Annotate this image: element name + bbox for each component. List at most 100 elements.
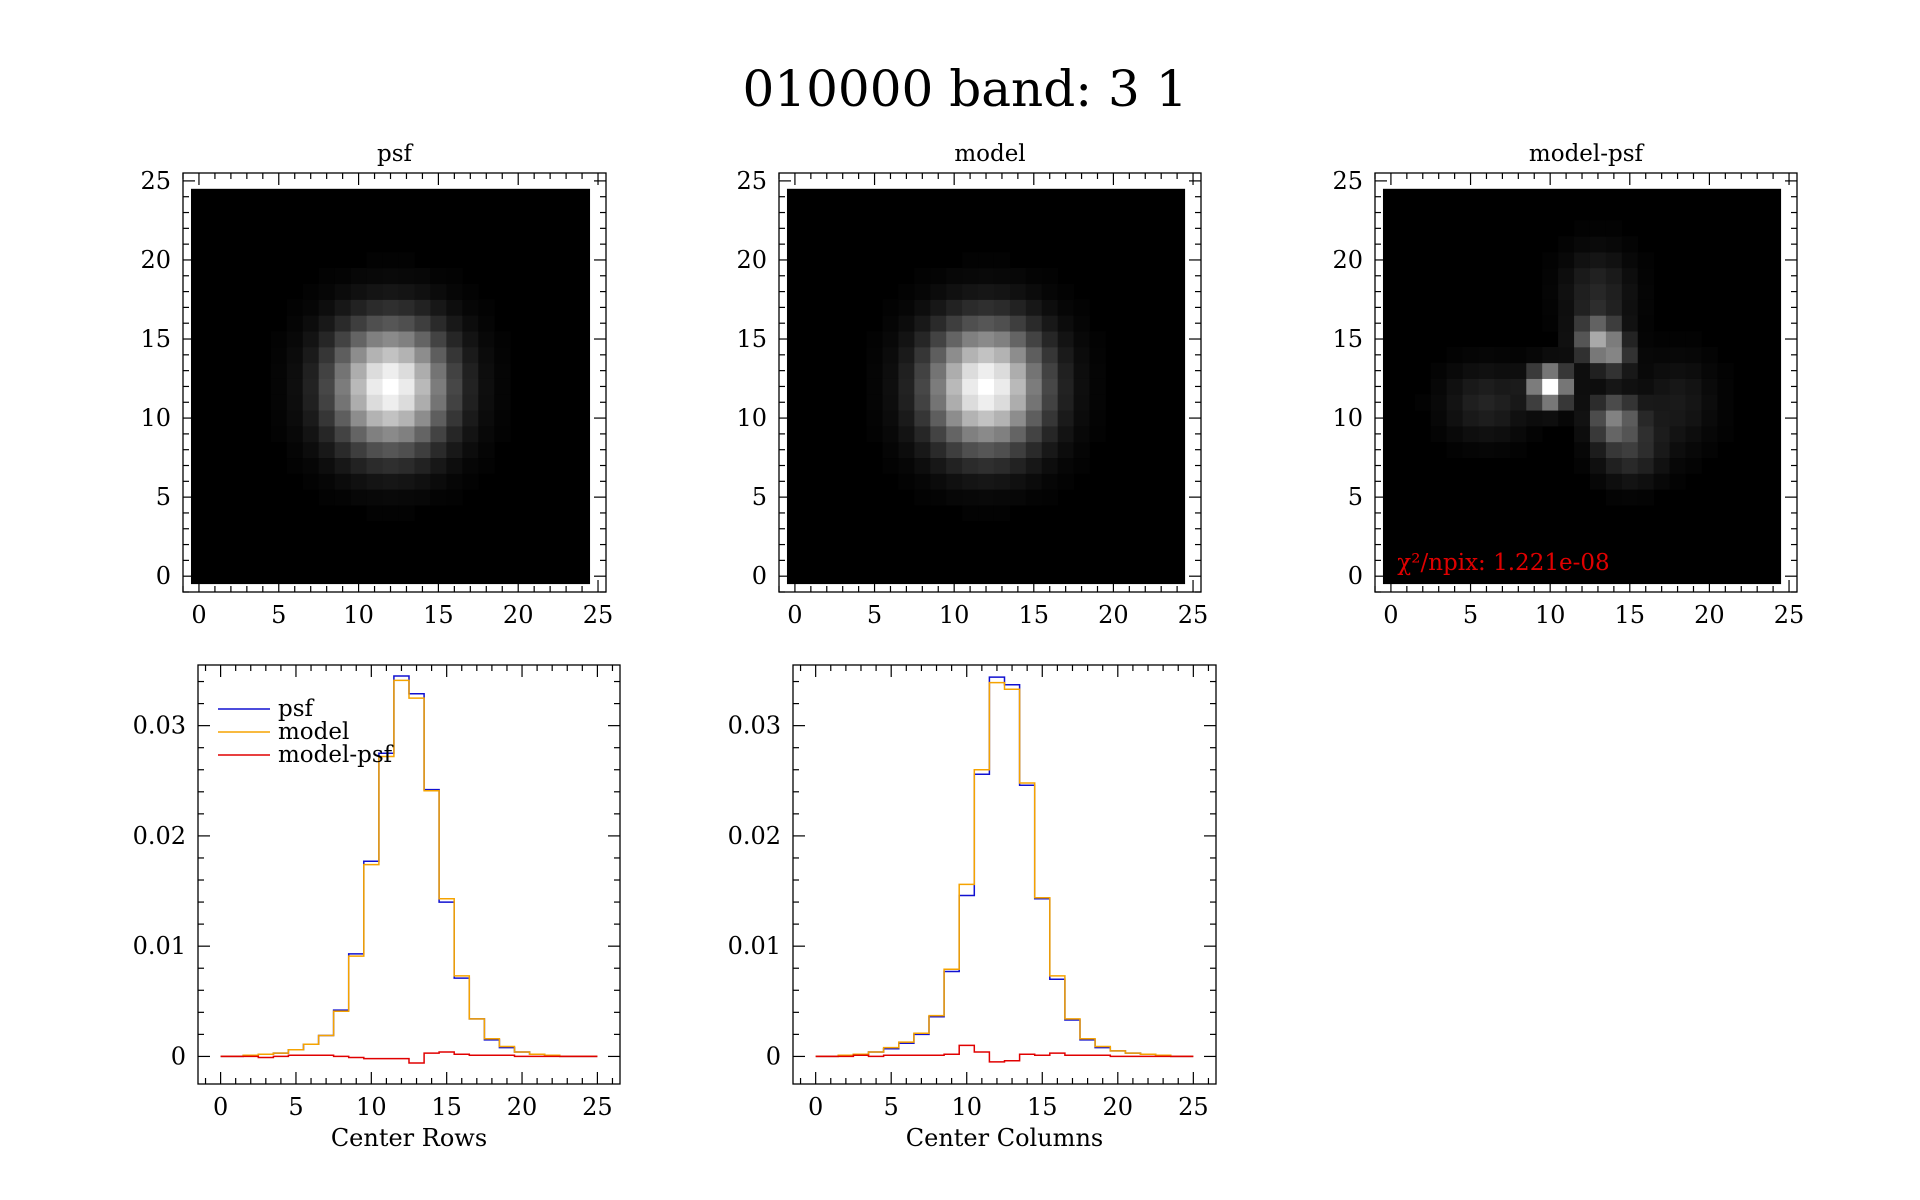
heatmap-cell [1558,315,1575,332]
heatmap-cell [914,378,931,395]
heatmap-cell [414,489,431,506]
y-tick-label: 0 [752,562,767,590]
heatmap-cell [1621,236,1639,253]
heatmap-cell [1558,362,1575,379]
x-tick-label: 25 [582,1093,613,1121]
heatmap-cell [1558,252,1575,269]
heatmap-cell [930,315,947,332]
heatmap-cell [1637,346,1655,364]
heatmap-cell [1494,394,1511,411]
x-tick-label: 15 [1019,601,1050,629]
heatmap-cell [1025,331,1043,348]
heatmap-cell [1574,220,1591,237]
heatmap-cell [318,410,336,427]
heatmap-cell [1542,346,1559,364]
heatmap-cell [1589,362,1607,379]
heatmap-cell [1526,425,1543,443]
heatmap-cell [382,394,399,411]
heatmap-cell [414,457,431,474]
heatmap-cell [1494,378,1511,395]
heatmap-cell [1041,267,1059,285]
heatmap-cell [1669,362,1686,379]
heatmap-cell [1605,362,1623,379]
heatmap-cell [1558,283,1575,300]
heatmap-cell [930,267,947,285]
heatmap-cell [366,315,383,332]
heatmap-cell [1621,489,1639,506]
heatmap-cell [430,283,447,300]
heatmap-cell [446,283,463,300]
y-tick-label: 0.02 [728,822,781,850]
heatmap-cell [350,410,367,427]
heatmap-cell [1462,410,1479,427]
y-tick-label: 5 [752,483,767,511]
heatmap-cell [1510,441,1527,459]
heatmap-cell [334,299,352,316]
heatmap-cell [414,410,431,427]
heatmap-cell [446,489,463,506]
heatmap-cell [962,346,979,364]
heatmap-cell [882,331,899,348]
heatmap-cell [302,331,320,348]
heatmap-cell [930,473,947,490]
heatmap-cell [382,489,399,506]
heatmap-cell [1717,378,1734,395]
heatmap-cell [914,441,931,459]
heatmap-cell [1526,378,1543,395]
x-tick-label: 10 [939,601,970,629]
profile-panel-2: 0 5 10 15 20 25 0 0.01 0.02 0.03 Center Columns [728,664,1217,1152]
heatmap-cell [398,457,415,474]
heatmap-cell [1462,394,1479,411]
heatmap-cell [318,362,336,379]
heatmap-cell [1589,315,1607,332]
heatmap-cell [302,378,320,395]
heatmap-cell [1009,489,1027,506]
heatmap-cell [382,283,399,300]
heatmap-cell [1637,252,1655,269]
ticks: 0 5 10 15 20 25 0 5 10 15 20 25 [140,167,613,629]
heatmap-cell [1669,346,1686,364]
x-tick-label: 5 [1463,601,1478,629]
heatmap-cell [366,362,383,379]
heatmap-cell [302,473,320,490]
axes-frame [792,664,1217,1085]
heatmap-cell [1653,457,1671,474]
heatmap-cell [382,331,399,348]
heatmap-cell [398,331,415,348]
heatmap-cell [930,378,947,395]
heatmap-cell [882,362,899,379]
heatmap-cell [286,315,304,332]
x-tick-label: 20 [1103,1093,1134,1121]
heatmap-cell [398,473,415,490]
heatmap-cell [462,410,479,427]
x-tick-label: 10 [356,1093,387,1121]
heatmap-cell [1701,346,1718,364]
x-axis-label: Center Columns [906,1124,1103,1152]
x-tick-label: 15 [431,1093,462,1121]
heatmap-cell [1685,346,1702,364]
heatmap-cell [866,425,883,443]
heatmap-cell [430,441,447,459]
heatmap-cell [1621,394,1639,411]
y-tick-label: 0 [1348,562,1363,590]
heatmap-cell [302,283,320,300]
heatmap-cell [946,267,963,285]
heatmap-cell [302,299,320,316]
heatmap-cell [882,425,899,443]
heatmap-cell [318,299,336,316]
heatmap-cell [286,410,304,427]
heatmap-cell [1025,362,1043,379]
heatmap-cell [1589,441,1607,459]
heatmap-cell [1478,378,1495,395]
heatmap-cell [882,457,899,474]
heatmap-cell [478,378,495,395]
heatmap-cell [914,267,931,285]
heatmap-cell [334,331,352,348]
heatmap-cell [1025,489,1043,506]
heatmap-cell [946,489,963,506]
heatmap-cell [930,457,947,474]
heatmap-cell [1589,410,1607,427]
heatmap-cell [978,425,995,443]
heatmap-cell [946,315,963,332]
